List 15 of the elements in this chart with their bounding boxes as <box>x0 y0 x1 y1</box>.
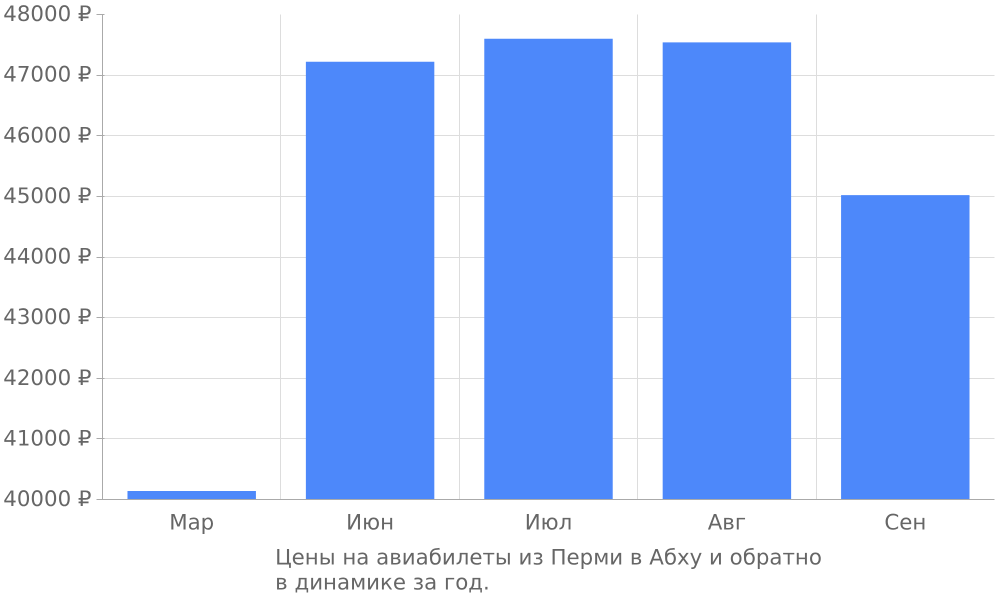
text: Цены на авиабилеты из Перми в Абху и обратно в динамике за год. <box>275 546 822 596</box>
y-tick-label: 43000 ₽ <box>3 305 92 330</box>
x-tick-label: Авг <box>708 510 746 536</box>
y-tick-label: 46000 ₽ <box>3 123 92 148</box>
y-tick-label: 47000 ₽ <box>3 62 92 88</box>
x-tick-label: Сен <box>884 510 926 536</box>
x-tick-label: Мар <box>169 510 214 536</box>
y-tick-label: 40000 ₽ <box>3 487 92 512</box>
x-tick-label: Июл <box>524 510 572 536</box>
y-tick-label: 44000 ₽ <box>3 244 92 270</box>
y-tick-label: 42000 ₽ <box>3 366 92 391</box>
x-tick-label: Июн <box>346 510 394 536</box>
y-tick-label: 41000 ₽ <box>3 426 92 452</box>
y-tick-label: 45000 ₽ <box>3 184 92 209</box>
y-tick-label: 48000 ₽ <box>3 2 92 27</box>
